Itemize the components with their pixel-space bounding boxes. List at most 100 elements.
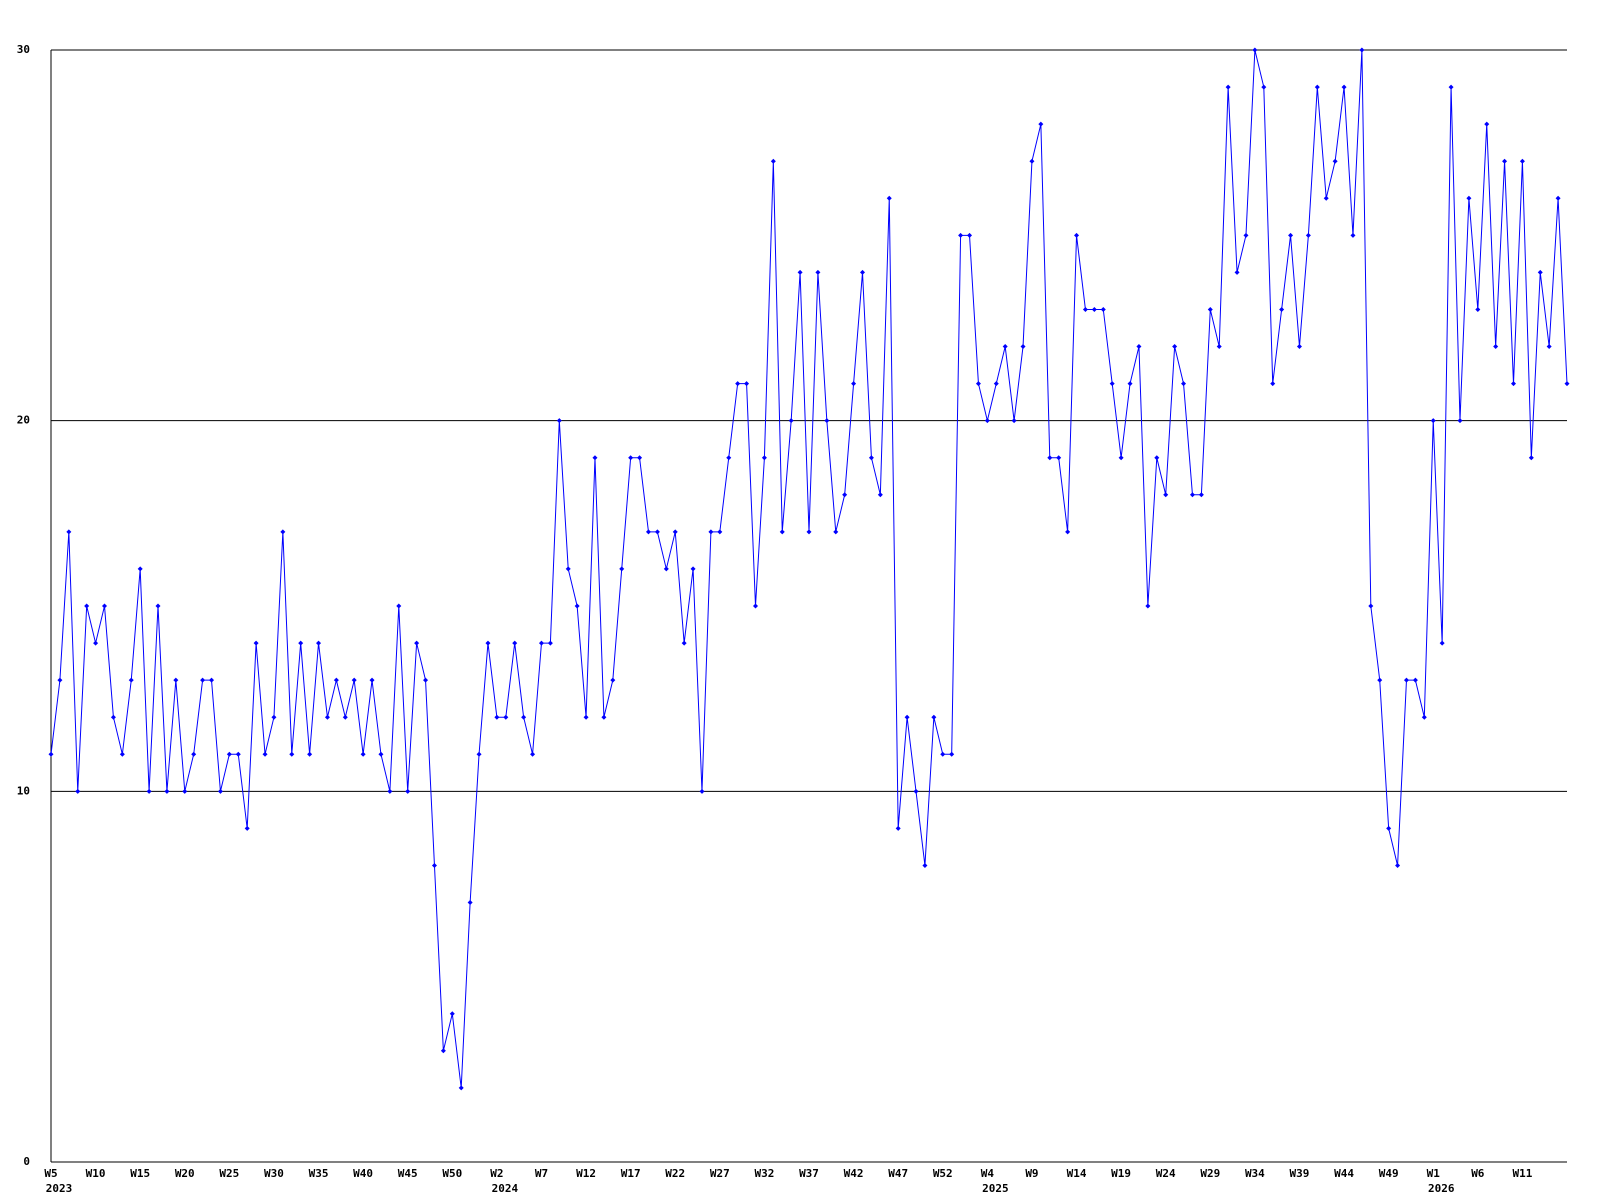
- y-tick-label: 30: [17, 43, 30, 56]
- data-point: [360, 751, 366, 757]
- data-point: [1074, 232, 1080, 238]
- x-year-label: 2024: [492, 1182, 519, 1195]
- data-point: [271, 714, 277, 720]
- x-tick-label: W19: [1111, 1167, 1131, 1180]
- x-tick-label: W49: [1379, 1167, 1399, 1180]
- data-point: [886, 195, 892, 201]
- x-tick-label: W5: [44, 1167, 57, 1180]
- data-point: [922, 862, 928, 868]
- data-point: [1368, 603, 1374, 609]
- data-point: [779, 529, 785, 535]
- data-point: [494, 714, 500, 720]
- data-point: [1323, 195, 1329, 201]
- data-point: [1118, 455, 1124, 461]
- data-point: [1029, 158, 1035, 164]
- data-point: [1038, 121, 1044, 127]
- data-point: [1065, 529, 1071, 535]
- data-point: [1261, 84, 1267, 90]
- x-tick-label: W15: [130, 1167, 150, 1180]
- data-point: [1475, 306, 1481, 312]
- data-point: [1252, 47, 1258, 53]
- data-point: [289, 751, 295, 757]
- data-point: [1341, 84, 1347, 90]
- x-tick-label: W37: [799, 1167, 819, 1180]
- data-point: [226, 751, 232, 757]
- x-year-label: 2025: [982, 1182, 1009, 1195]
- data-point: [110, 714, 116, 720]
- data-point: [967, 232, 973, 238]
- data-point: [1537, 269, 1543, 275]
- data-point: [1395, 862, 1401, 868]
- x-tick-label: W32: [754, 1167, 774, 1180]
- data-point: [931, 714, 937, 720]
- data-point: [521, 714, 527, 720]
- x-year-label: 2023: [46, 1182, 73, 1195]
- x-tick-label: W9: [1025, 1167, 1038, 1180]
- data-point: [592, 455, 598, 461]
- data-point: [93, 640, 99, 646]
- data-point: [860, 269, 866, 275]
- data-point: [1198, 492, 1204, 498]
- data-point: [868, 455, 874, 461]
- data-point: [155, 603, 161, 609]
- data-point: [601, 714, 607, 720]
- data-point: [717, 529, 723, 535]
- data-point: [851, 381, 857, 387]
- data-point: [824, 418, 830, 424]
- data-point: [1002, 344, 1008, 350]
- data-point: [84, 603, 90, 609]
- data-point: [681, 640, 687, 646]
- data-point: [663, 566, 669, 572]
- x-tick-label: W44: [1334, 1167, 1354, 1180]
- data-point: [1305, 232, 1311, 238]
- data-point: [1243, 232, 1249, 238]
- data-point: [1359, 47, 1365, 53]
- data-point: [1377, 677, 1383, 683]
- x-tick-label: W1: [1427, 1167, 1441, 1180]
- data-point: [761, 455, 767, 461]
- data-point: [1234, 269, 1240, 275]
- data-point: [324, 714, 330, 720]
- x-tick-label: W34: [1245, 1167, 1265, 1180]
- x-tick-label: W7: [535, 1167, 548, 1180]
- x-tick-label: W30: [264, 1167, 284, 1180]
- data-point: [1181, 381, 1187, 387]
- data-point: [333, 677, 339, 683]
- x-tick-label: W25: [219, 1167, 239, 1180]
- data-point: [405, 788, 411, 794]
- x-tick-label: W10: [86, 1167, 106, 1180]
- x-tick-label: W42: [844, 1167, 864, 1180]
- data-point: [752, 603, 758, 609]
- data-point: [1484, 121, 1490, 127]
- data-point: [1082, 306, 1088, 312]
- data-point: [1564, 381, 1570, 387]
- data-point: [137, 566, 143, 572]
- x-tick-label: W11: [1512, 1167, 1532, 1180]
- data-point: [57, 677, 63, 683]
- data-point: [342, 714, 348, 720]
- data-point: [209, 677, 215, 683]
- data-point: [744, 381, 750, 387]
- data-point: [547, 640, 553, 646]
- data-point: [788, 418, 794, 424]
- data-point: [904, 714, 910, 720]
- data-point: [1296, 344, 1302, 350]
- data-point: [369, 677, 375, 683]
- data-point: [1279, 306, 1285, 312]
- data-point: [833, 529, 839, 535]
- data-point: [414, 640, 420, 646]
- data-point: [164, 788, 170, 794]
- data-point: [431, 862, 437, 868]
- data-point: [815, 269, 821, 275]
- data-point: [1270, 381, 1276, 387]
- data-point: [1163, 492, 1169, 498]
- x-year-label: 2026: [1428, 1182, 1455, 1195]
- x-tick-label: W35: [309, 1167, 329, 1180]
- data-point: [1546, 344, 1552, 350]
- data-point: [173, 677, 179, 683]
- data-point: [200, 677, 206, 683]
- data-point: [637, 455, 643, 461]
- data-point: [387, 788, 393, 794]
- data-point: [1216, 344, 1222, 350]
- data-point: [1145, 603, 1151, 609]
